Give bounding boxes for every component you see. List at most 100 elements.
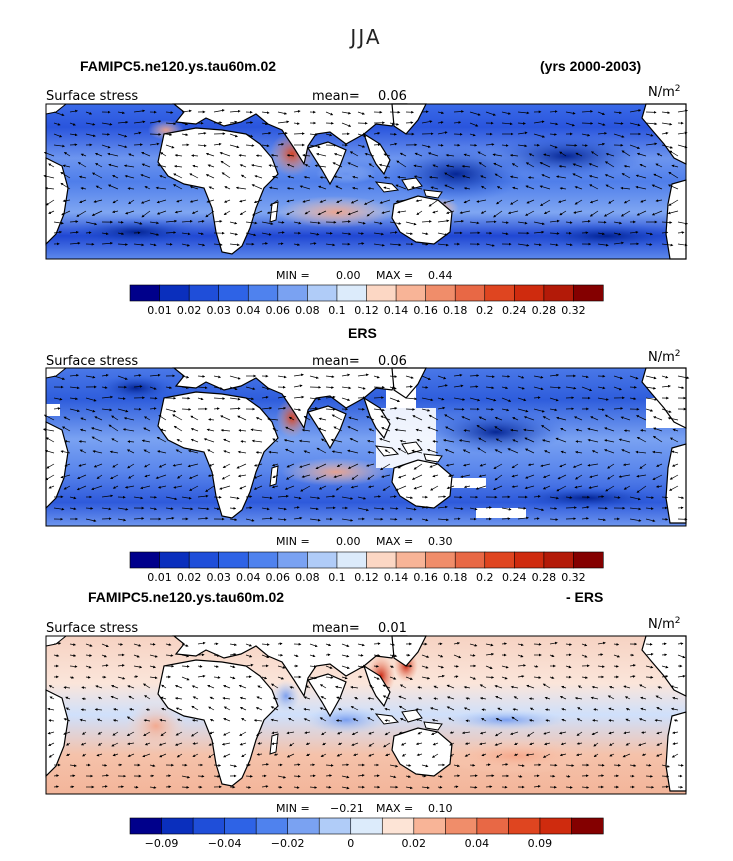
colorbar-tick-label: 0.1 [328, 304, 346, 317]
wind-vector [507, 448, 519, 454]
wind-vector [421, 386, 429, 389]
wind-vector [565, 506, 577, 510]
wind-vector [652, 435, 663, 443]
wind-vector [613, 221, 623, 225]
colorbar-swatch [188, 284, 220, 302]
wind-vector [373, 642, 381, 646]
wind-vector [165, 111, 174, 114]
wind-vector [607, 463, 615, 469]
panel-1-left-label: Surface stress [46, 89, 138, 104]
wind-vector [501, 517, 511, 521]
wind-vector [48, 485, 55, 489]
wind-vector [111, 415, 119, 421]
panel-3-min-label: MIN = [276, 802, 310, 815]
wind-vector [309, 133, 318, 137]
wind-vector [453, 110, 464, 113]
wind-vector [317, 210, 327, 216]
wind-vector [124, 174, 135, 179]
wind-vector [261, 144, 270, 148]
wind-vector [479, 463, 487, 467]
wind-vector [117, 232, 125, 236]
wind-vector [144, 186, 151, 190]
wind-vector [645, 642, 653, 646]
wind-vector [485, 386, 495, 390]
wind-vector [661, 111, 671, 115]
wind-vector [605, 152, 615, 157]
wind-vector [277, 395, 287, 399]
wind-vector [91, 436, 103, 443]
wind-vector [165, 133, 173, 136]
wind-vector [181, 785, 190, 789]
wind-vector [581, 110, 594, 113]
wind-vector [272, 428, 279, 432]
colorbar-swatch [484, 284, 515, 302]
wind-vector [213, 109, 225, 113]
wind-vector [197, 386, 208, 390]
wind-vector [589, 184, 599, 190]
colorbar-tick-label: 0.14 [384, 304, 409, 317]
wind-vector [64, 440, 71, 443]
wind-vector [437, 375, 447, 380]
wind-vector [325, 395, 336, 399]
wind-vector [293, 221, 302, 225]
wind-vector [117, 243, 128, 246]
colorbar-swatch [218, 551, 249, 569]
wind-vector [545, 708, 551, 712]
wind-vector [618, 474, 631, 478]
wind-vector [53, 397, 63, 401]
wind-vector [620, 186, 631, 190]
wind-vector [174, 153, 183, 157]
panel-3-title-right: - ERS [566, 589, 603, 605]
wind-vector [173, 425, 183, 432]
wind-vector [437, 243, 449, 247]
wind-vector [389, 122, 400, 126]
panel-3-colorbar: −0.09 −0.04 −0.02 0 0.02 0.04 0.09 [129, 817, 604, 850]
wind-vector [143, 427, 151, 432]
wind-vector [411, 474, 423, 480]
wind-vector [91, 427, 103, 432]
colorbar-tick-label: 0.16 [413, 571, 438, 584]
wind-vector [309, 375, 319, 379]
wind-vector [347, 449, 359, 454]
wind-vector [239, 199, 247, 203]
wind-vector [389, 231, 398, 234]
wind-vector [527, 463, 535, 467]
wind-vector [395, 199, 407, 203]
wind-vector [123, 164, 135, 168]
wind-vector [302, 199, 311, 203]
wind-vector [618, 438, 631, 443]
wind-vector [157, 164, 167, 168]
wind-vector [597, 243, 609, 247]
colorbar-swatch [336, 284, 368, 302]
colorbar-tick-label: 0.01 [147, 571, 172, 584]
panel-2-mean-label: mean= [312, 354, 360, 369]
wind-vector [287, 175, 295, 179]
wind-vector [181, 407, 192, 411]
wind-vector [620, 210, 631, 217]
wind-vector [558, 164, 567, 168]
wind-vector [639, 163, 647, 168]
wind-vector [588, 174, 599, 179]
wind-vector [117, 408, 129, 413]
wind-vector [549, 133, 557, 136]
colorbar-swatch [277, 284, 308, 302]
wind-vector [245, 386, 256, 391]
colorbar-tick-label: 0.1 [328, 571, 346, 584]
wind-vector [93, 463, 103, 468]
panel-3-max-value: 0.10 [428, 802, 453, 815]
wind-vector [206, 428, 215, 432]
wind-vector [368, 163, 375, 168]
colorbar-tick-label: 0.2 [476, 571, 494, 584]
wind-vector [347, 463, 359, 469]
wind-vector [645, 133, 654, 137]
wind-vector [165, 144, 175, 149]
wind-vector [533, 230, 545, 234]
wind-vector [512, 417, 519, 421]
wind-vector [389, 386, 397, 390]
wind-vector [380, 463, 391, 471]
wind-vector [229, 407, 241, 410]
colorbar-swatch [287, 817, 320, 835]
colorbar-tick-label: 0.2 [476, 304, 494, 317]
wind-vector [333, 175, 343, 179]
wind-vector [316, 447, 327, 454]
